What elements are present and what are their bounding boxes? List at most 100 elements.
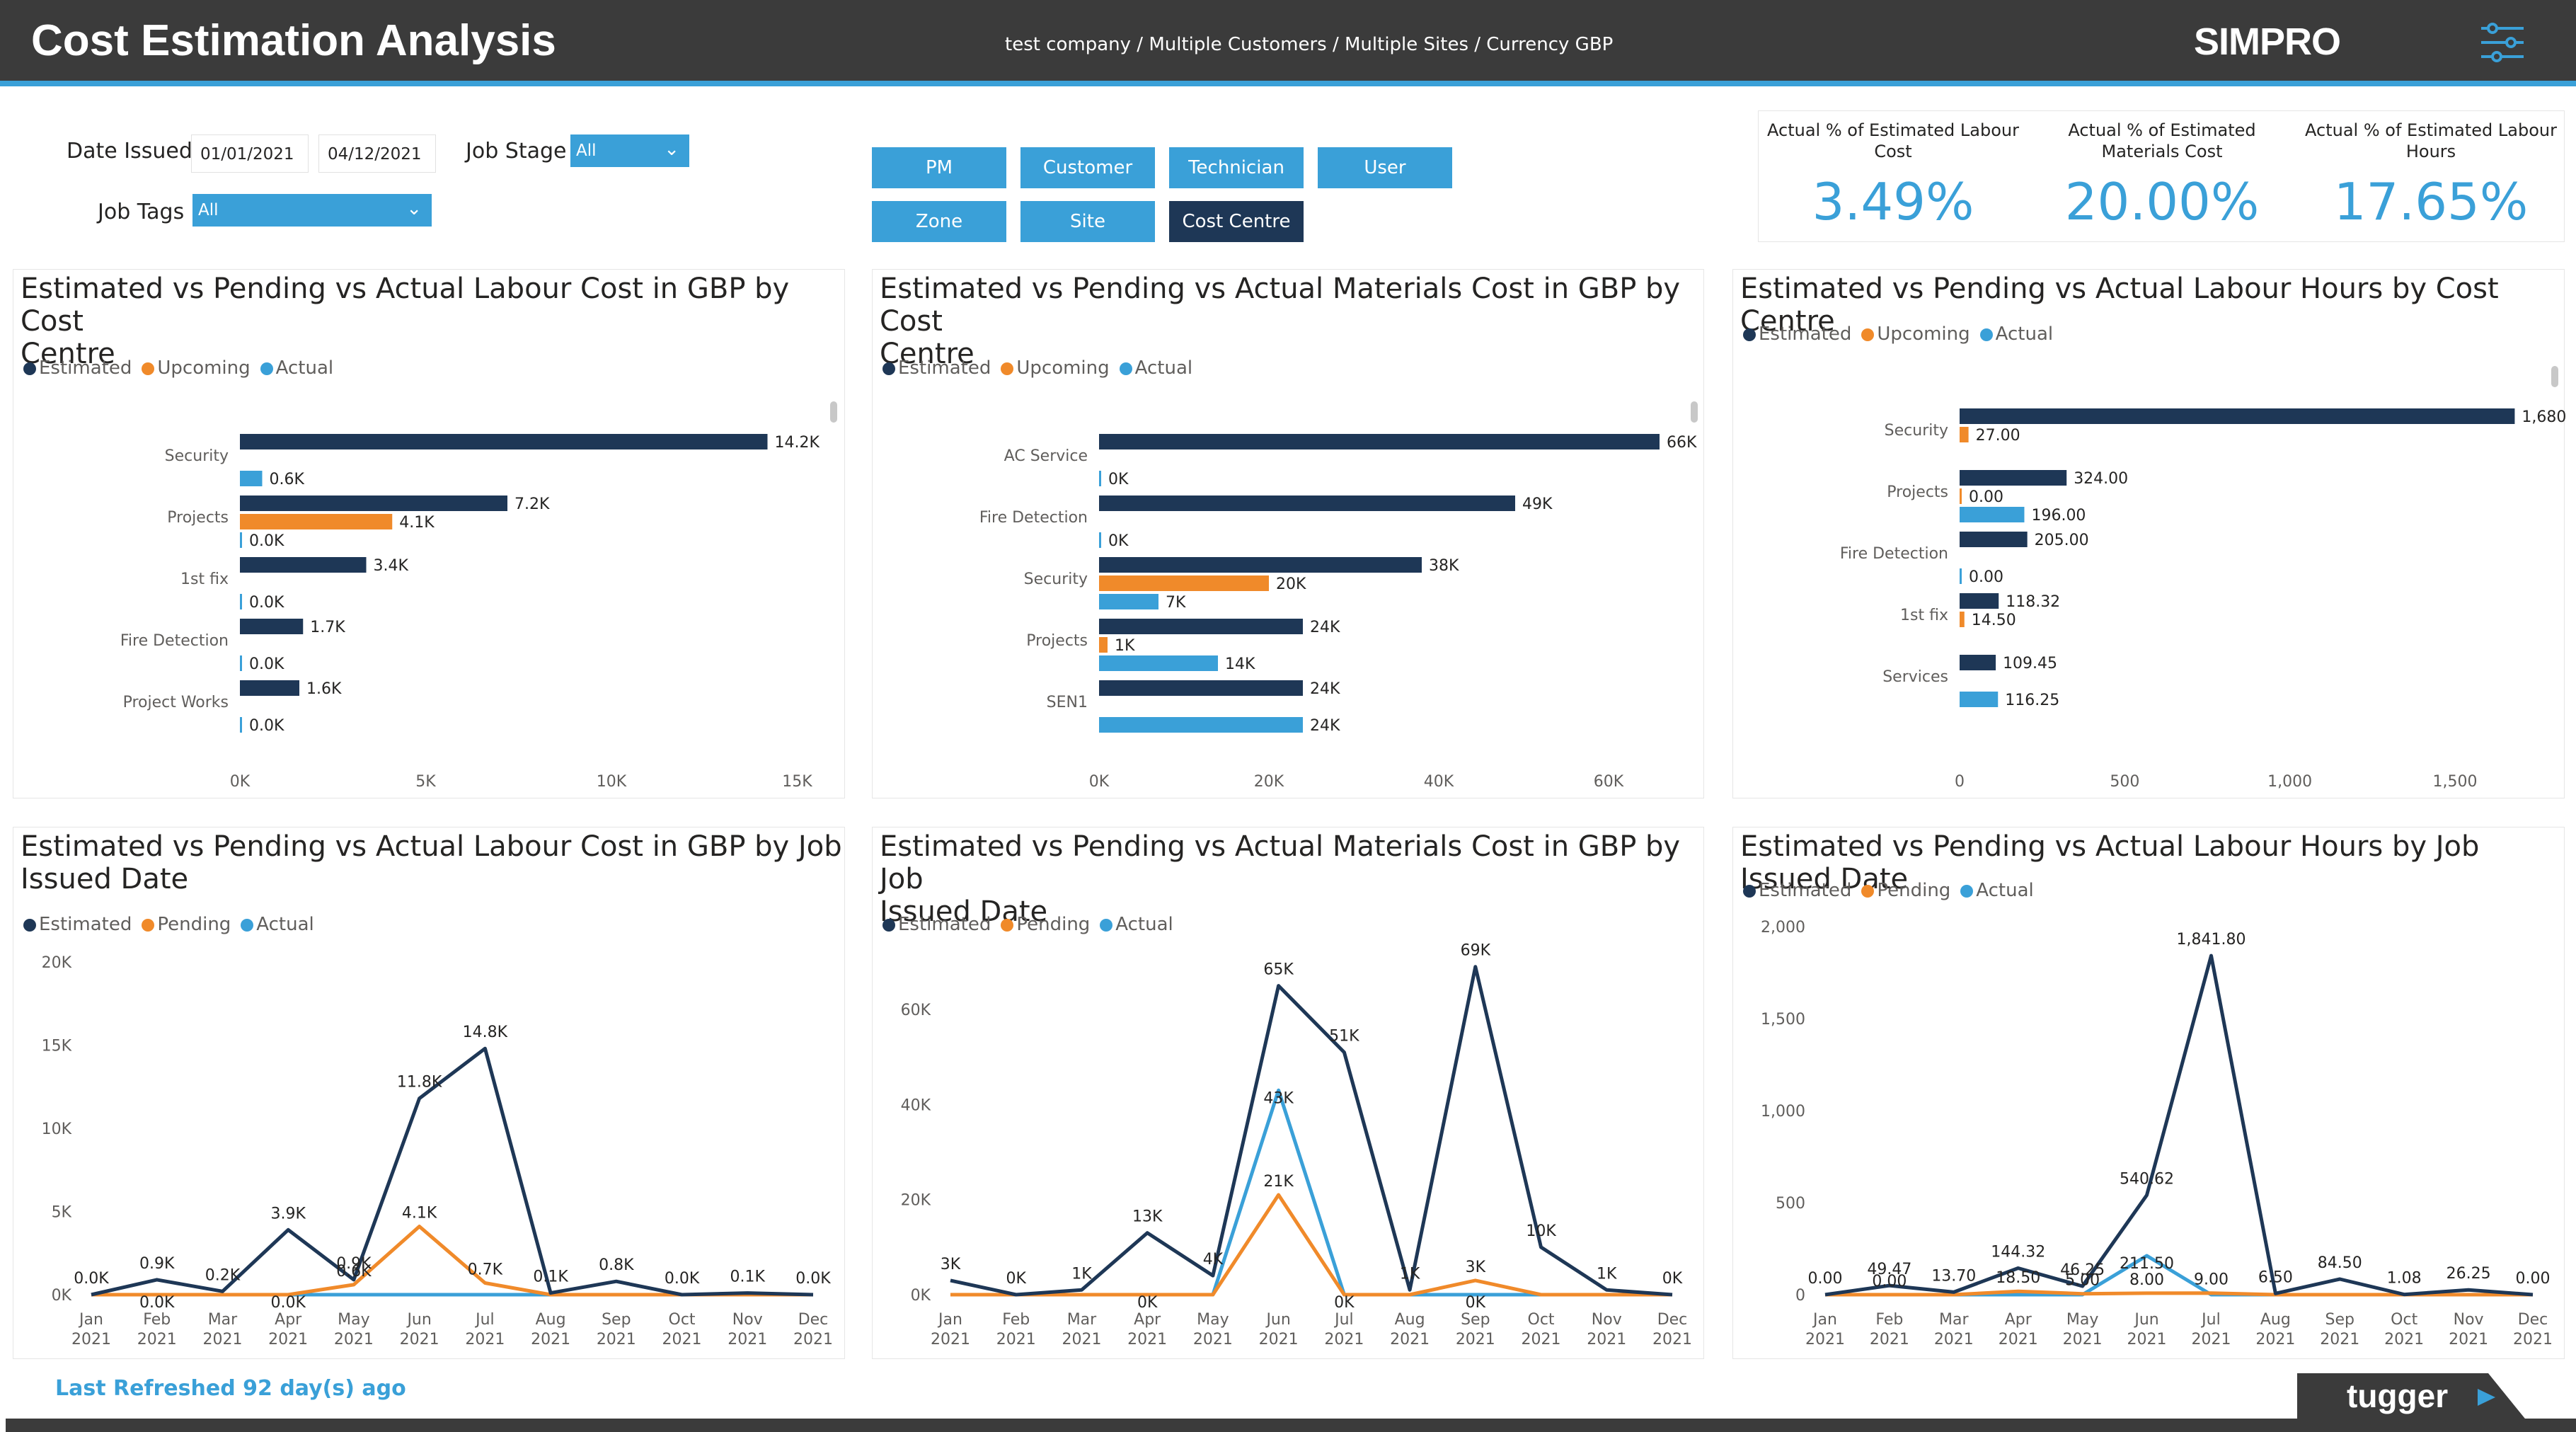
legend-dot bbox=[1861, 328, 1875, 341]
x-tick-label: Nov bbox=[2454, 1311, 2484, 1329]
date-from-input[interactable]: 01/01/2021 bbox=[191, 134, 309, 173]
data-label: 0.0K bbox=[74, 1270, 109, 1288]
legend-dot bbox=[882, 919, 895, 932]
x-tick-sublabel: 2021 bbox=[1390, 1331, 1430, 1348]
data-label: 6.50 bbox=[2258, 1268, 2293, 1286]
bar bbox=[1099, 471, 1101, 486]
chart-legend: Estimated Upcoming Actual bbox=[23, 357, 343, 379]
svg-text:tugger: tugger bbox=[2347, 1377, 2448, 1414]
bar bbox=[1960, 507, 2025, 522]
x-tick-sublabel: 2021 bbox=[1259, 1331, 1299, 1348]
scrollbar-thumb[interactable] bbox=[1691, 401, 1698, 423]
legend-dot bbox=[23, 919, 36, 932]
job-stage-dropdown[interactable]: All ⌄ bbox=[570, 134, 689, 167]
filter-menu-icon[interactable] bbox=[2480, 21, 2525, 64]
data-label: 84.50 bbox=[2318, 1254, 2362, 1272]
x-tick-label: 1,500 bbox=[2433, 773, 2478, 791]
view-button-zone[interactable]: Zone bbox=[872, 201, 1006, 242]
data-label: 3.9K bbox=[270, 1205, 306, 1222]
job-tags-value: All bbox=[198, 201, 219, 219]
kpi-labour-hours: Actual % of Estimated Labour Hours 17.65… bbox=[2296, 120, 2565, 231]
chart-title: Estimated vs Pending vs Actual Materials… bbox=[880, 273, 1681, 370]
bar bbox=[1099, 575, 1269, 591]
data-label: 0K bbox=[1662, 1270, 1683, 1288]
data-label: 0.1K bbox=[730, 1268, 766, 1286]
kpi-label: Hours bbox=[2405, 142, 2456, 161]
data-label: 43K bbox=[1263, 1089, 1294, 1107]
data-label: 205.00 bbox=[2035, 532, 2089, 549]
data-label: 0.0K bbox=[665, 1270, 700, 1288]
date-to-input[interactable]: 04/12/2021 bbox=[318, 134, 436, 173]
data-label: 0K bbox=[1137, 1294, 1158, 1312]
x-tick-label: Jan bbox=[78, 1311, 103, 1329]
x-tick-sublabel: 2021 bbox=[2255, 1331, 2295, 1348]
legend-label: Actual bbox=[1995, 323, 2054, 345]
view-button-user[interactable]: User bbox=[1318, 147, 1452, 188]
legend-dot bbox=[1960, 885, 1974, 898]
job-tags-dropdown[interactable]: All ⌄ bbox=[192, 194, 432, 227]
x-tick-sublabel: 2021 bbox=[1522, 1331, 1561, 1348]
bar bbox=[1960, 593, 1999, 609]
data-label: 66K bbox=[1667, 434, 1697, 452]
scrollbar-thumb[interactable] bbox=[2551, 366, 2558, 387]
data-label: 0.0K bbox=[270, 1294, 306, 1312]
view-button-technician[interactable]: Technician bbox=[1169, 147, 1304, 188]
bar bbox=[240, 532, 242, 548]
chevron-down-icon: ⌄ bbox=[406, 198, 422, 219]
category-label: 1st fix bbox=[180, 571, 229, 588]
legend-dot bbox=[1119, 362, 1132, 375]
header-bar: Cost Estimation Analysis test company / … bbox=[0, 0, 2576, 86]
legend-label: Upcoming bbox=[157, 357, 251, 379]
view-button-site[interactable]: Site bbox=[1020, 201, 1155, 242]
x-tick-label: 0 bbox=[1955, 773, 1965, 791]
x-tick-sublabel: 2021 bbox=[1934, 1331, 1974, 1348]
data-label: 0.9K bbox=[336, 1255, 372, 1273]
view-button-pm[interactable]: PM bbox=[872, 147, 1006, 188]
data-label: 3K bbox=[1466, 1259, 1486, 1276]
x-tick-label: Sep bbox=[1461, 1311, 1490, 1329]
kpi-label: Materials Cost bbox=[2101, 142, 2223, 161]
kpi-label: Actual % of Estimated Labour bbox=[1767, 120, 2019, 140]
scrollbar-thumb[interactable] bbox=[830, 401, 837, 423]
bar bbox=[1099, 680, 1303, 696]
data-label: 540.62 bbox=[2120, 1170, 2174, 1188]
chart-legend: Estimated Pending Actual bbox=[882, 914, 1183, 935]
data-label: 144.32 bbox=[1991, 1243, 2045, 1261]
data-label: 1K bbox=[1115, 637, 1135, 655]
data-label: 0.00 bbox=[1969, 568, 2003, 586]
data-label: 109.45 bbox=[2003, 655, 2057, 672]
legend-item: Actual bbox=[241, 914, 314, 935]
kpi-value: 3.49% bbox=[1812, 172, 1974, 231]
data-label: 14.8K bbox=[463, 1024, 508, 1041]
x-tick-label: 0K bbox=[230, 773, 251, 791]
legend-item: Actual bbox=[1119, 357, 1192, 379]
x-tick-label: Oct bbox=[2391, 1311, 2417, 1329]
chart-legend: Estimated Upcoming Actual bbox=[882, 357, 1202, 379]
data-label: 11.8K bbox=[397, 1074, 442, 1092]
data-label: 0.00 bbox=[1808, 1270, 1843, 1288]
data-label: 46.25 bbox=[2060, 1261, 2105, 1279]
view-button-customer[interactable]: Customer bbox=[1020, 147, 1155, 188]
data-label: 3.4K bbox=[374, 557, 409, 575]
data-label: 118.32 bbox=[2006, 593, 2060, 611]
view-button-cost-centre[interactable]: Cost Centre bbox=[1169, 201, 1304, 242]
y-tick-label: 0K bbox=[52, 1287, 72, 1305]
date-issued-label: Date Issued bbox=[67, 139, 192, 164]
data-label: 24K bbox=[1310, 717, 1340, 735]
data-label: 196.00 bbox=[2031, 507, 2086, 525]
x-tick-sublabel: 2021 bbox=[1193, 1331, 1233, 1348]
x-tick-label: Jun bbox=[1265, 1311, 1290, 1329]
x-tick-label: 15K bbox=[782, 773, 812, 791]
x-tick-label: Sep bbox=[602, 1311, 631, 1329]
data-label: 1K bbox=[1071, 1265, 1092, 1283]
x-tick-label: Oct bbox=[669, 1311, 696, 1329]
x-tick-label: Jul bbox=[1333, 1311, 1354, 1329]
kpi-materials-cost: Actual % of Estimated Materials Cost 20.… bbox=[2028, 120, 2296, 231]
data-label: 1K bbox=[1597, 1265, 1617, 1283]
x-tick-sublabel: 2021 bbox=[1127, 1331, 1167, 1348]
bar bbox=[240, 655, 242, 671]
data-label: 0.0K bbox=[795, 1270, 831, 1288]
y-tick-label: 1,000 bbox=[1761, 1103, 1805, 1121]
data-label: 1.08 bbox=[2387, 1270, 2422, 1288]
x-tick-sublabel: 2021 bbox=[2127, 1331, 2167, 1348]
